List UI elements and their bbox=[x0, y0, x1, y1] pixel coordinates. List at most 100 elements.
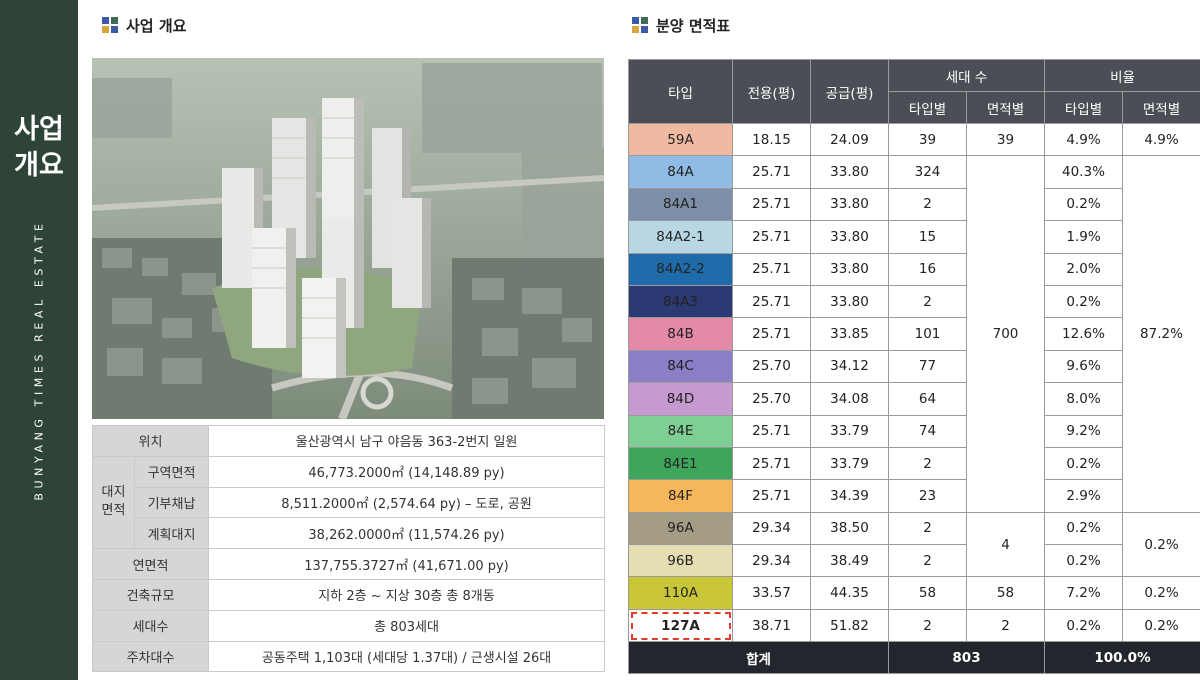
table-row: 96B 29.34 38.49 2 0.2% bbox=[628, 544, 1200, 578]
hh-by-area-cell: 4 bbox=[966, 511, 1045, 578]
type-cell: 59A bbox=[628, 122, 733, 157]
type-cell: 84A1 bbox=[628, 187, 733, 222]
supply-cell: 34.08 bbox=[810, 382, 889, 416]
supply-cell: 33.80 bbox=[810, 187, 889, 222]
hh-by-area-cell: 39 bbox=[966, 122, 1045, 157]
table-row: 건축규모 지하 2층 ~ 지상 30층 총 8개동 bbox=[91, 578, 606, 611]
location-value: 울산광역시 남구 야음동 363-2번지 일원 bbox=[208, 425, 606, 457]
type-cell: 84B bbox=[628, 317, 733, 351]
exclusive-cell: 18.15 bbox=[732, 122, 811, 157]
aerial-view-image bbox=[92, 58, 604, 419]
sidebar-band: 사업 개요 BUNYANG TIMES REAL ESTATE bbox=[0, 0, 78, 680]
table-row: 84E 25.71 33.79 74 9.2% bbox=[628, 414, 1200, 448]
exclusive-cell: 25.70 bbox=[732, 382, 811, 416]
header-supply: 공급(평) bbox=[810, 59, 889, 124]
exclusive-cell: 25.71 bbox=[732, 187, 811, 222]
ratio-by-type-cell: 0.2% bbox=[1044, 511, 1123, 546]
overview-heading-text: 사업 개요 bbox=[126, 16, 187, 35]
table-row: 84F 25.71 34.39 23 2.9% bbox=[628, 479, 1200, 513]
hh-by-type-cell: 2 bbox=[888, 544, 967, 578]
hh-by-type-cell: 64 bbox=[888, 382, 967, 416]
supply-cell: 33.80 bbox=[810, 155, 889, 189]
parking-label: 주차대수 bbox=[91, 640, 210, 673]
scale-value: 지하 2층 ~ 지상 30층 총 8개동 bbox=[208, 578, 606, 611]
ratio-by-type-cell: 0.2% bbox=[1044, 187, 1123, 222]
ratio-by-type-cell: 2.9% bbox=[1044, 479, 1123, 513]
type-cell: 110A bbox=[628, 576, 733, 610]
planned-site-label: 계획대지 bbox=[133, 517, 210, 550]
exclusive-cell: 29.34 bbox=[732, 544, 811, 578]
zone-area-label: 구역면적 bbox=[133, 455, 210, 488]
table-row: 110A 33.57 44.35 58 58 7.2% 0.2% bbox=[628, 576, 1200, 610]
overview-table: 위치 울산광역시 남구 야음동 363-2번지 일원 대지 면적 구역면적 46… bbox=[91, 425, 606, 673]
exclusive-cell: 33.57 bbox=[732, 576, 811, 610]
households-value: 총 803세대 bbox=[208, 609, 606, 642]
hh-by-type-cell: 2 bbox=[888, 608, 967, 643]
floor-area-value: 137,755.3727㎡ (41,671.00 py) bbox=[208, 548, 606, 580]
section-squares-icon bbox=[102, 17, 118, 33]
hh-by-type-cell: 15 bbox=[888, 220, 967, 254]
supply-cell: 33.79 bbox=[810, 414, 889, 448]
sidebar-title-line1: 사업 bbox=[14, 114, 64, 145]
type-cell: 84E1 bbox=[628, 446, 733, 481]
type-cell: 96B bbox=[628, 544, 733, 578]
hh-by-type-cell: 2 bbox=[888, 187, 967, 222]
section-squares-icon bbox=[632, 17, 648, 33]
hh-by-area-cell: 2 bbox=[966, 608, 1045, 643]
scale-label: 건축규모 bbox=[91, 578, 210, 611]
table-row: 84B 25.71 33.85 101 12.6% bbox=[628, 317, 1200, 351]
hh-by-type-cell: 324 bbox=[888, 155, 967, 189]
area-table-heading-text: 분양 면적표 bbox=[656, 16, 731, 35]
ratio-by-area-cell: 0.2% bbox=[1122, 608, 1200, 643]
hh-by-type-cell: 74 bbox=[888, 414, 967, 448]
donation-label: 기부채납 bbox=[133, 486, 210, 519]
supply-cell: 33.80 bbox=[810, 220, 889, 254]
type-cell: 84A2-1 bbox=[628, 220, 733, 254]
hh-by-type-cell: 39 bbox=[888, 122, 967, 157]
zone-area-value: 46,773.2000㎡ (14,148.89 py) bbox=[208, 455, 606, 488]
supply-cell: 24.09 bbox=[810, 122, 889, 157]
type-127a-highlight: 127A bbox=[630, 611, 731, 640]
hh-by-type-cell: 101 bbox=[888, 317, 967, 351]
ratio-by-type-cell: 0.2% bbox=[1044, 608, 1123, 643]
site-area-group-label: 대지 면적 bbox=[92, 455, 135, 550]
hh-by-type-cell: 16 bbox=[888, 252, 967, 286]
total-households: 803 bbox=[888, 641, 1045, 675]
parking-value: 공동주택 1,103대 (세대당 1.37대) / 근생시설 26대 bbox=[208, 640, 606, 673]
table-row: 대지 면적 구역면적 46,773.2000㎡ (14,148.89 py) bbox=[92, 455, 606, 550]
supply-cell: 33.79 bbox=[810, 446, 889, 481]
header-hh-by-type: 타입별 bbox=[888, 91, 967, 124]
ratio-by-area-cell: 4.9% bbox=[1122, 122, 1200, 157]
supply-cell: 33.80 bbox=[810, 252, 889, 286]
hh-by-type-cell: 2 bbox=[888, 284, 967, 319]
sidebar-title: 사업 개요 bbox=[0, 112, 78, 184]
ratio-by-area-cell: 87.2% bbox=[1122, 155, 1200, 513]
hh-by-type-cell: 58 bbox=[888, 576, 967, 610]
type-cell: 96A bbox=[628, 511, 733, 546]
header-type: 타입 bbox=[628, 59, 733, 124]
total-ratio: 100.0% bbox=[1044, 641, 1200, 675]
area-table: 타입 전용(평) 공급(평) 세대 수 비율 타입별 면적별 타입별 면적별 5… bbox=[628, 59, 1200, 675]
exclusive-cell: 25.71 bbox=[732, 252, 811, 286]
exclusive-cell: 25.71 bbox=[732, 479, 811, 513]
ratio-by-type-cell: 9.6% bbox=[1044, 349, 1123, 384]
total-label: 합계 bbox=[628, 641, 889, 675]
sidebar-vertical-brand: BUNYANG TIMES REAL ESTATE bbox=[32, 219, 46, 501]
planned-site-value: 38,262.0000㎡ (11,574.26 py) bbox=[208, 517, 606, 550]
supply-cell: 44.35 bbox=[810, 576, 889, 610]
type-cell-127a: 127A bbox=[628, 608, 733, 643]
table-row: 84A1 25.71 33.80 2 0.2% bbox=[628, 187, 1200, 222]
supply-cell: 34.39 bbox=[810, 479, 889, 513]
hh-by-area-cell: 700 bbox=[966, 155, 1045, 513]
table-row: 127A 38.71 51.82 2 2 0.2% 0.2% bbox=[628, 608, 1200, 643]
table-row: 계획대지 38,262.0000㎡ (11,574.26 py) bbox=[93, 517, 606, 550]
ratio-by-type-cell: 4.9% bbox=[1044, 122, 1123, 157]
table-row: 위치 울산광역시 남구 야음동 363-2번지 일원 bbox=[91, 425, 606, 457]
ratio-by-type-cell: 0.2% bbox=[1044, 284, 1123, 319]
table-row: 59A 18.15 24.09 39 39 4.9% 4.9% bbox=[628, 122, 1200, 157]
ratio-by-type-cell: 12.6% bbox=[1044, 317, 1123, 351]
table-row: 세대수 총 803세대 bbox=[91, 609, 606, 642]
exclusive-cell: 25.71 bbox=[732, 414, 811, 448]
ratio-by-type-cell: 40.3% bbox=[1044, 155, 1123, 189]
type-cell: 84E bbox=[628, 414, 733, 448]
